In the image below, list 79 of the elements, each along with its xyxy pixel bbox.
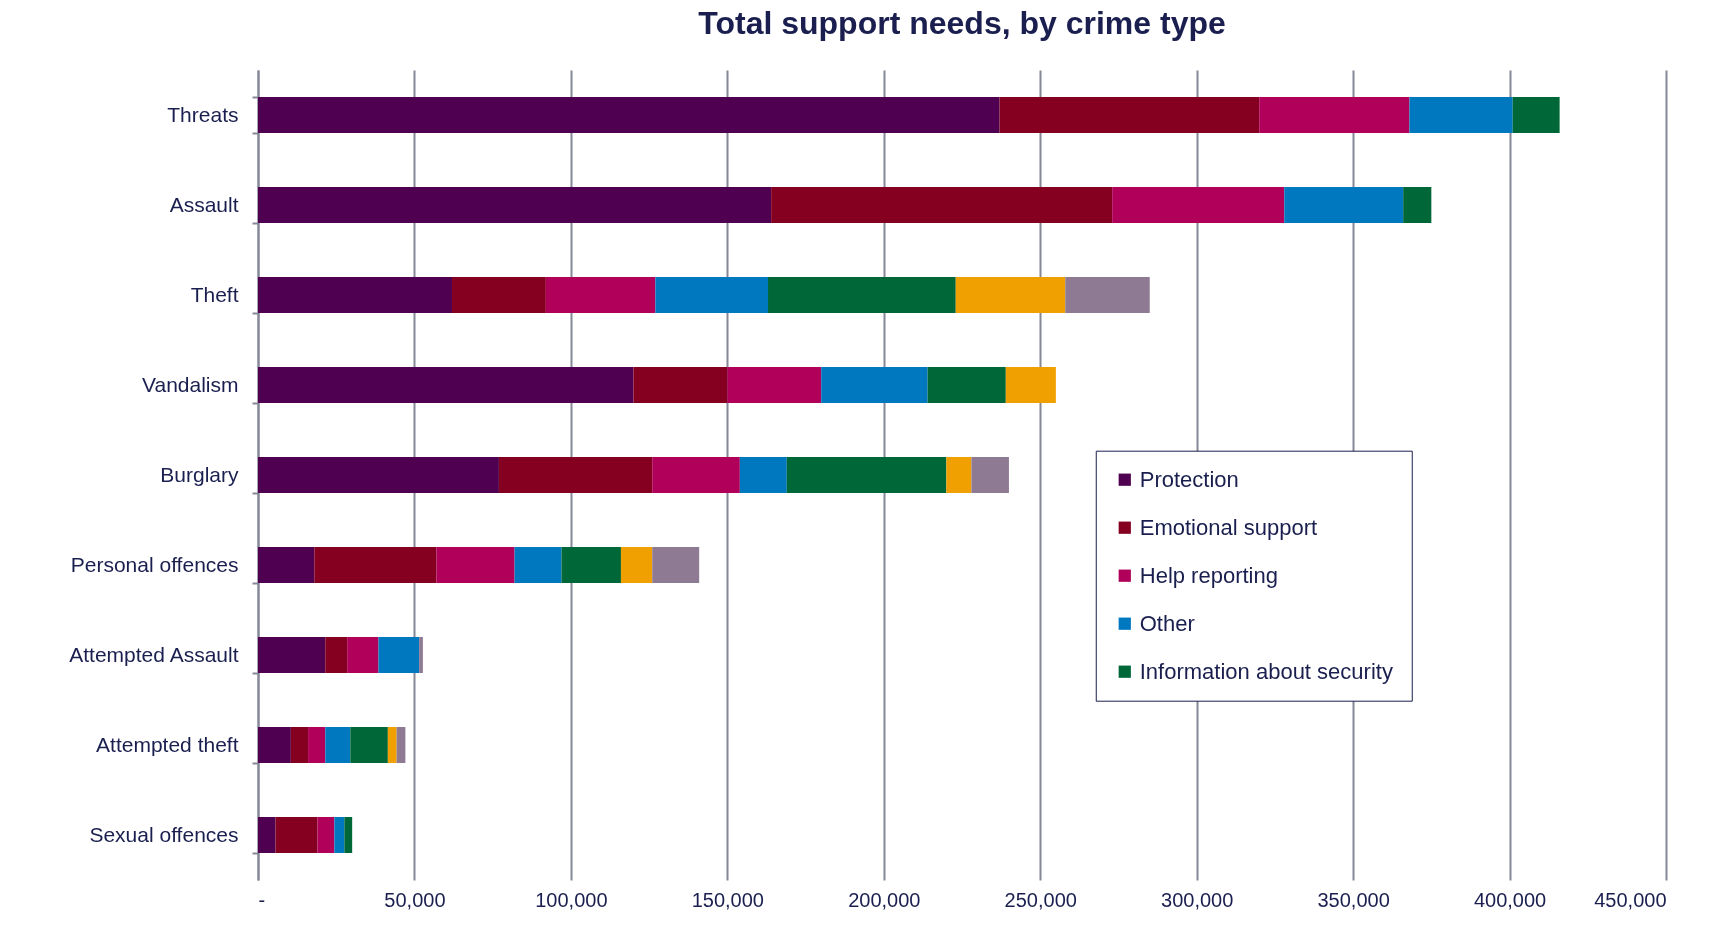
bar	[308, 727, 326, 763]
bar	[258, 97, 1000, 133]
bar	[350, 727, 388, 763]
bar	[396, 727, 406, 763]
bar	[387, 727, 397, 763]
bar	[999, 97, 1260, 133]
bar	[347, 637, 379, 673]
x-tick-label: 100,000	[535, 888, 608, 911]
bar	[258, 817, 276, 853]
x-tick-label: 300,000	[1161, 888, 1234, 911]
y-tick-label: Vandalism	[142, 372, 239, 396]
x-tick-label: 150,000	[691, 888, 764, 911]
bar	[258, 547, 315, 583]
bar	[1005, 367, 1056, 403]
bar	[514, 547, 562, 583]
bar	[258, 637, 326, 673]
y-tick-label: Threats	[167, 102, 239, 126]
bar	[1259, 97, 1410, 133]
bar	[786, 457, 947, 493]
bar	[768, 277, 956, 313]
bar	[620, 547, 653, 583]
legend-label: Protection	[1139, 466, 1239, 492]
chart-title: Total support needs, by crime type	[698, 5, 1226, 41]
x-tick-label: 250,000	[1004, 888, 1077, 911]
y-tick-label: Personal offences	[70, 552, 239, 576]
x-tick-label: 450,000	[1594, 888, 1667, 911]
bar	[821, 367, 928, 403]
bar	[436, 547, 515, 583]
bar	[739, 457, 787, 493]
bar	[419, 637, 423, 673]
bar	[258, 187, 772, 223]
bar	[946, 457, 972, 493]
bar	[655, 277, 769, 313]
bar	[545, 277, 656, 313]
bar	[344, 817, 353, 853]
bar	[771, 187, 1113, 223]
bar	[971, 457, 1009, 493]
bar	[275, 817, 318, 853]
y-tick-label: Attempted theft	[96, 732, 239, 756]
bar	[325, 637, 348, 673]
bar	[334, 817, 345, 853]
legend-label: Other	[1139, 610, 1195, 636]
bar	[314, 547, 437, 583]
bar	[325, 727, 351, 763]
bar	[290, 727, 309, 763]
bar	[955, 277, 1066, 313]
x-tick-label: 400,000	[1473, 888, 1547, 911]
bar	[1112, 187, 1285, 223]
y-tick-label: Attempted Assault	[69, 642, 239, 666]
bar	[561, 547, 621, 583]
x-tick-label: 350,000	[1317, 888, 1390, 911]
y-tick-label: Burglary	[160, 462, 239, 486]
bar	[317, 817, 335, 853]
bar	[652, 547, 700, 583]
bar	[258, 277, 452, 313]
y-tick-label: Assault	[169, 192, 239, 216]
y-tick-label: Sexual offences	[89, 822, 239, 846]
bar	[258, 457, 499, 493]
bar	[1065, 277, 1150, 313]
x-tick-label: 200,000	[848, 888, 921, 911]
x-tick-label: -	[258, 888, 266, 911]
bar	[451, 277, 546, 313]
legend-label: Emotional support	[1139, 514, 1318, 540]
bar	[1403, 187, 1432, 223]
bar	[633, 367, 728, 403]
legend-label: Information about security	[1139, 658, 1393, 684]
bar	[927, 367, 1006, 403]
bar	[652, 457, 740, 493]
bar	[1284, 187, 1404, 223]
x-tick-label: 50,000	[384, 888, 446, 911]
bar	[258, 727, 291, 763]
bar	[258, 367, 634, 403]
bar	[727, 367, 822, 403]
bar	[378, 637, 420, 673]
legend-label: Help reporting	[1139, 562, 1278, 588]
y-tick-label: Theft	[190, 282, 239, 306]
bar	[498, 457, 653, 493]
bar	[1512, 97, 1560, 133]
bar	[1409, 97, 1513, 133]
